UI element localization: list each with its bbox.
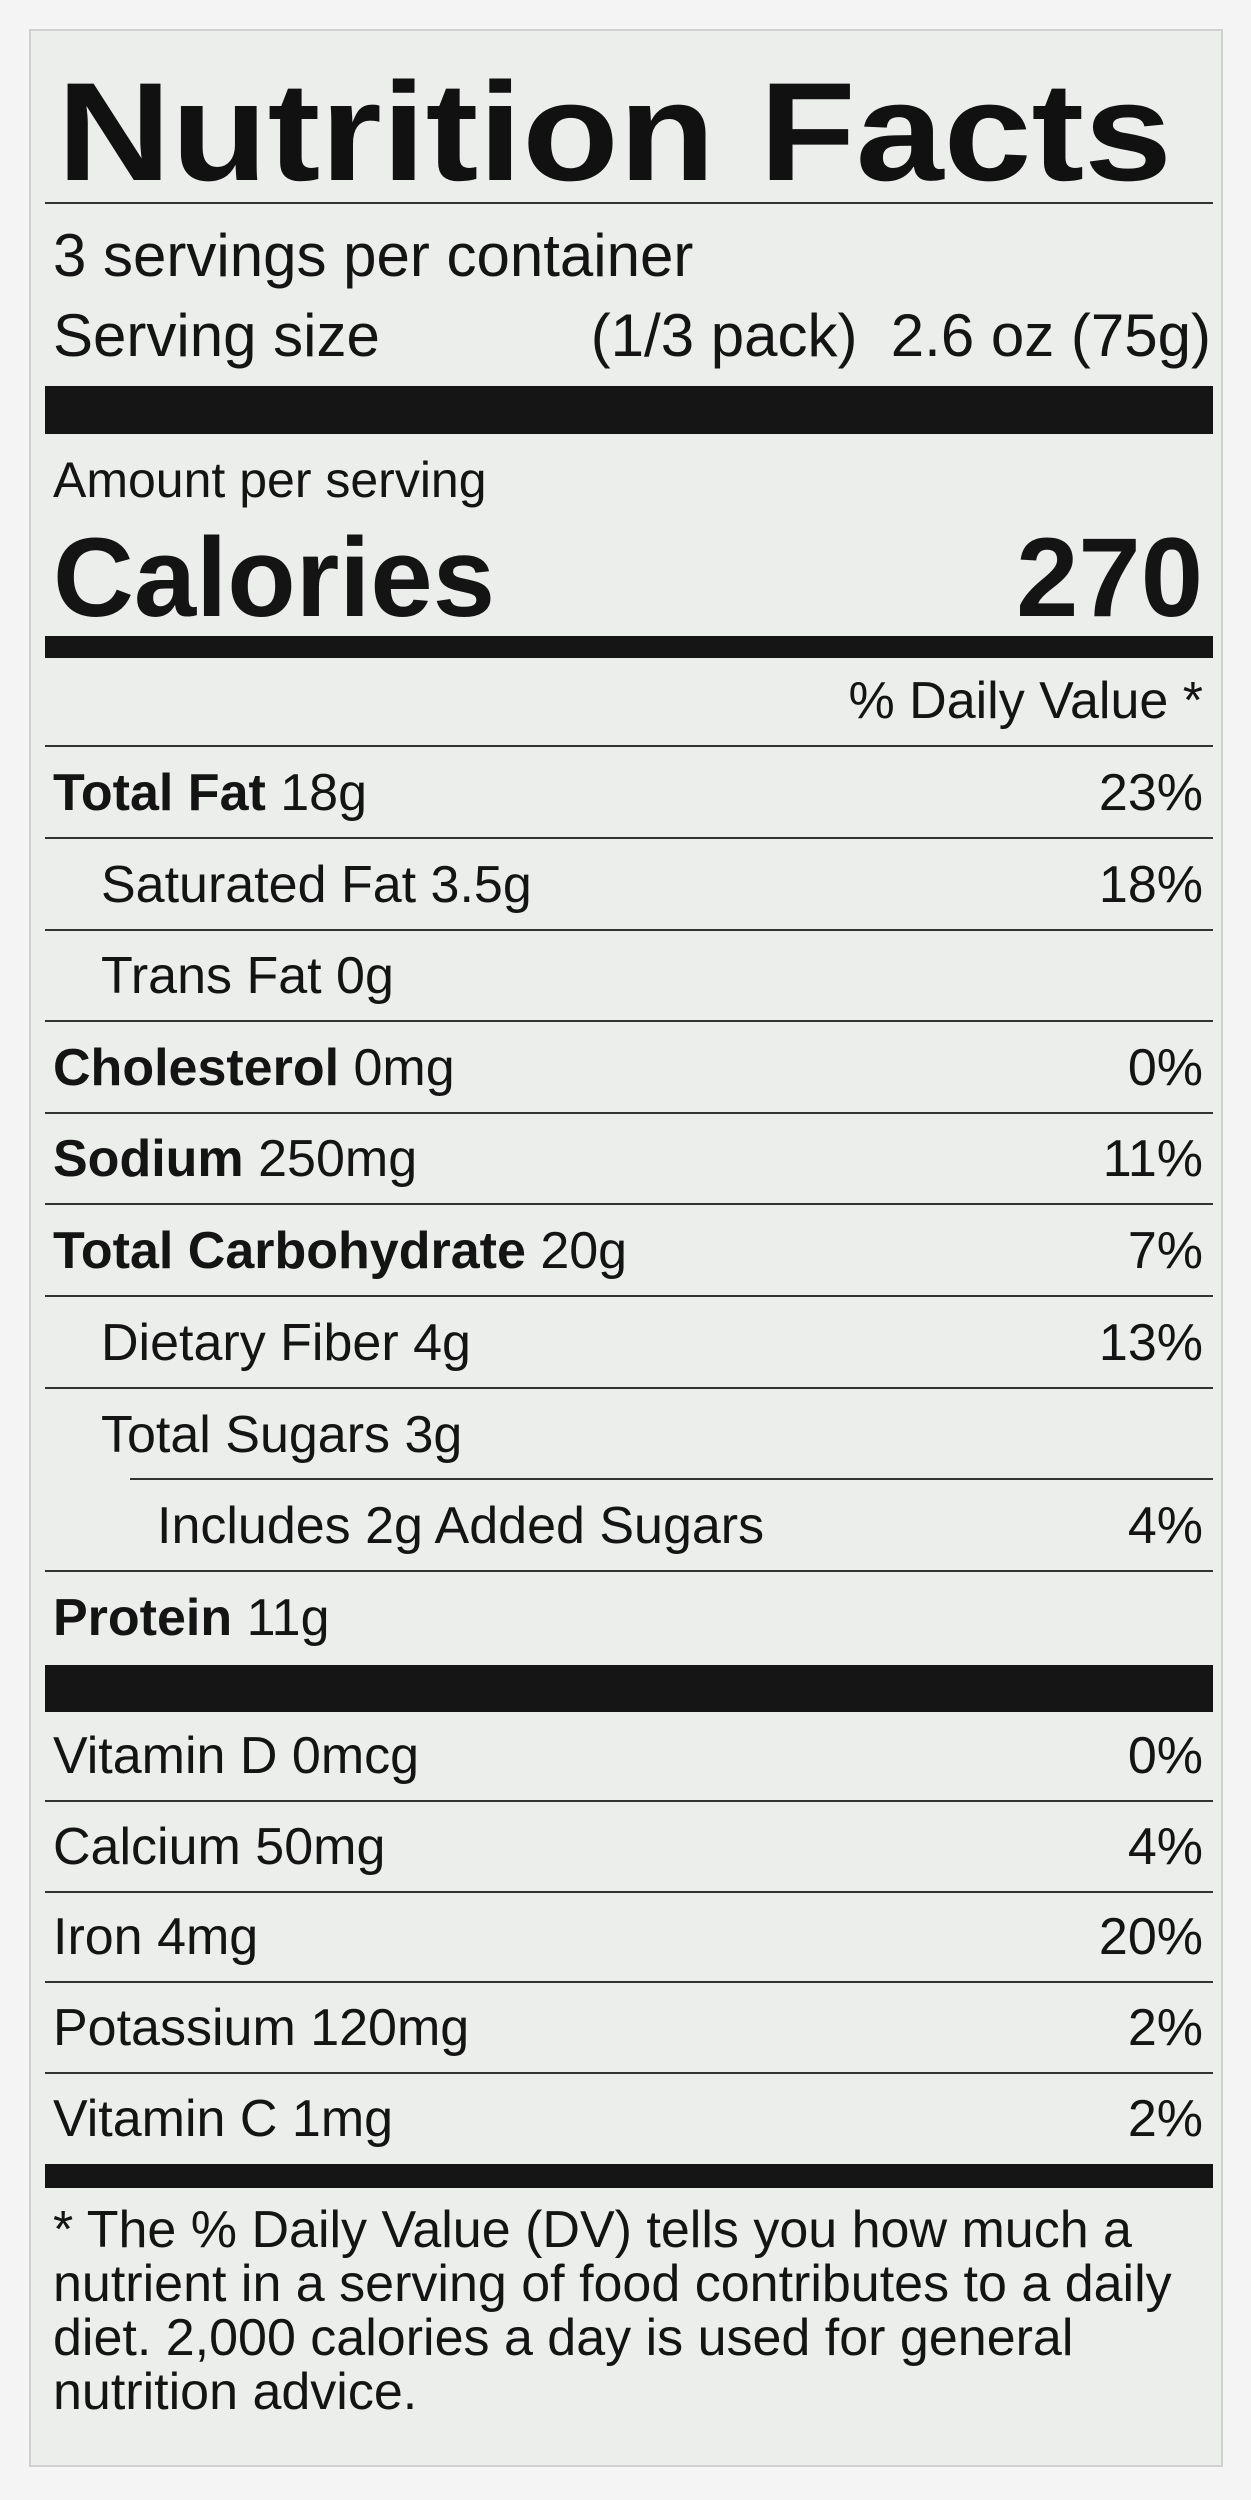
nutrient-amount: 18g xyxy=(280,764,368,822)
dv-header-row: % Daily Value * xyxy=(45,657,1213,747)
thick-bar xyxy=(45,1665,1213,1712)
nutrient-label: Sodium 250mg xyxy=(45,1129,417,1189)
vitamin-row: Iron 4mg 20% xyxy=(45,1893,1213,1984)
nutrient-amount: 250mg xyxy=(258,1130,418,1189)
daily-value: 7% xyxy=(1127,1222,1203,1280)
daily-value: 0% xyxy=(1127,1727,1203,1785)
dv-header: % Daily Value * xyxy=(848,672,1203,730)
nutrient-name: Total Carbohydrate xyxy=(53,1222,526,1280)
daily-value: 23% xyxy=(1098,764,1203,822)
divider xyxy=(45,202,1213,204)
nutrient-name: Cholesterol xyxy=(53,1038,340,1097)
serving-size-value: (1/3 pack) 2.6 oz (75g) xyxy=(590,302,1211,369)
nutrient-label: Calcium 50mg xyxy=(45,1817,385,1877)
nutrient-label: Cholesterol 0mg xyxy=(45,1038,455,1098)
nutrient-row: Dietary Fiber 4g 13% xyxy=(45,1299,1213,1389)
nutrient-label: Includes 2g Added Sugars xyxy=(45,1496,764,1556)
nutrition-label: Nutrition Facts 3 servings per container… xyxy=(29,29,1223,2467)
nutrient-row: Total Carbohydrate 20g 7% xyxy=(45,1207,1213,1297)
nutrient-row: Trans Fat 0g xyxy=(45,932,1213,1023)
nutrient-row: Includes 2g Added Sugars 4% xyxy=(45,1482,1213,1572)
daily-value: 0% xyxy=(1127,1038,1203,1097)
nutrient-name: Sodium xyxy=(53,1130,244,1189)
nutrient-label: Total Sugars 3g xyxy=(45,1405,462,1465)
nutrient-row: Total Fat 18g 23% xyxy=(45,749,1213,839)
nutrient-label: Dietary Fiber 4g xyxy=(45,1313,471,1373)
daily-value: 11% xyxy=(1102,1130,1203,1189)
nutrient-row: Saturated Fat 3.5g 18% xyxy=(45,841,1213,931)
footnote: * The % Daily Value (DV) tells you how m… xyxy=(53,2201,1172,2421)
daily-value: 4% xyxy=(1127,1817,1203,1876)
nutrient-row: Sodium 250mg 11% xyxy=(45,1115,1213,1206)
medium-bar xyxy=(45,636,1213,658)
calories: Calories 270 xyxy=(53,513,1203,642)
nutrient-amount: 0mcg xyxy=(291,1727,420,1785)
nutrient-name: Vitamin D xyxy=(53,1727,278,1785)
divider xyxy=(130,1478,1213,1481)
title-svg: Nutrition Facts xyxy=(57,53,1172,205)
vitamin-row: Potassium 120mg 2% xyxy=(45,1984,1213,2074)
nutrient-name: Total Fat xyxy=(53,764,266,822)
daily-value: 4% xyxy=(1127,1496,1203,1555)
title: Nutrition Facts xyxy=(57,53,1172,205)
nutrient-label: Iron 4mg xyxy=(45,1907,258,1967)
nutrient-amount: 11g xyxy=(246,1589,330,1648)
vitamin-row: Vitamin D 0mcg 0% xyxy=(45,1712,1213,1802)
nutrient-name: Total Sugars xyxy=(101,1406,391,1465)
nutrient-amount: 120mg xyxy=(310,1998,470,2057)
nutrient-amount: 0mg xyxy=(353,1038,455,1097)
nutrient-name: Potassium xyxy=(53,1998,296,2057)
daily-value: 20% xyxy=(1098,1908,1203,1967)
nutrient-name: Protein xyxy=(53,1589,233,1648)
vitamin-row: Calcium 50mg 4% xyxy=(45,1803,1213,1893)
thick-bar xyxy=(45,386,1213,434)
daily-value: 2% xyxy=(1127,1998,1203,2057)
daily-value: 2% xyxy=(1127,2090,1203,2149)
calories-label: Calories xyxy=(53,515,495,640)
vitamin-row: Vitamin C 1mg 2% xyxy=(45,2074,1213,2164)
nutrient-name: Iron xyxy=(53,1908,143,1967)
nutrient-amount: 4mg xyxy=(157,1908,259,1967)
nutrient-name: Trans Fat xyxy=(101,947,322,1006)
nutrient-row: Protein 11g xyxy=(45,1573,1213,1663)
nutrient-amount: 3g xyxy=(404,1406,463,1465)
nutrient-amount: 50mg xyxy=(255,1817,386,1876)
serving-size-label: Serving size xyxy=(53,302,380,369)
daily-value: 18% xyxy=(1098,855,1203,914)
nutrient-label: Saturated Fat 3.5g xyxy=(45,855,532,915)
nutrient-label: Protein 11g xyxy=(45,1588,330,1648)
amount-per-serving: Amount per serving xyxy=(53,452,487,508)
nutrient-row: Total Sugars 3g xyxy=(45,1390,1213,1481)
nutrient-name: Includes 2g Added Sugars xyxy=(157,1496,765,1555)
nutrient-label: Potassium 120mg xyxy=(45,1998,469,2058)
nutrient-name: Vitamin C xyxy=(53,2090,278,2149)
daily-value: 13% xyxy=(1098,1313,1203,1372)
nutrient-label: Total Carbohydrate 20g xyxy=(45,1221,627,1281)
nutrient-name: Calcium xyxy=(53,1817,241,1876)
nutrient-name: Saturated Fat xyxy=(101,855,417,914)
nutrient-name: Dietary Fiber xyxy=(101,1313,399,1372)
serving-size: Serving size (1/3 pack) 2.6 oz (75g) xyxy=(53,301,1211,370)
nutrient-amount: 4g xyxy=(413,1313,471,1372)
medium-bar xyxy=(45,2164,1213,2188)
nutrient-label: Total Fat 18g xyxy=(45,763,367,823)
nutrient-label: Vitamin D 0mcg xyxy=(45,1726,419,1786)
calories-value: 270 xyxy=(1016,515,1203,640)
nutrient-row: Cholesterol 0mg 0% xyxy=(45,1024,1213,1114)
servings: 3 servings per container xyxy=(53,222,694,289)
nutrient-label: Trans Fat 0g xyxy=(45,946,394,1006)
nutrient-label: Vitamin C 1mg xyxy=(45,2089,393,2149)
nutrient-amount: 1mg xyxy=(291,2090,394,2149)
nutrient-amount: 3.5g xyxy=(430,855,532,914)
nutrient-amount: 0g xyxy=(336,947,394,1006)
nutrient-amount: 20g xyxy=(540,1222,628,1280)
